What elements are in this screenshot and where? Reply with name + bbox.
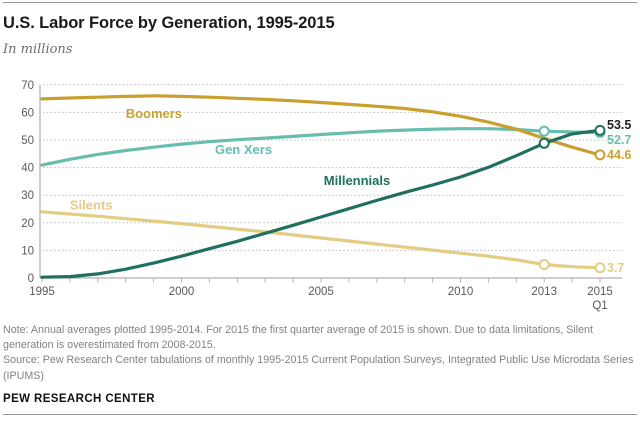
line-chart: 0 10 20 30 40 50 60 70 1995 2000 2005 2010 2013 2015 Q… bbox=[0, 69, 640, 317]
data-point-marker bbox=[538, 137, 550, 149]
end-value-label: 52.7 bbox=[607, 133, 631, 147]
x-tick-label: 2010 bbox=[448, 286, 474, 298]
series-line-boomers bbox=[40, 94, 602, 157]
chart-svg: 0 10 20 30 40 50 60 70 1995 2000 2005 2010 2013 2015 Q… bbox=[21, 80, 631, 312]
y-tick-label: 30 bbox=[21, 190, 34, 202]
chart-notes: Note: Annual averages plotted 1995-2014.… bbox=[3, 323, 639, 384]
y-tick-label: 70 bbox=[21, 80, 34, 92]
data-point-marker bbox=[594, 124, 606, 136]
data-point-marker bbox=[538, 258, 550, 270]
series-label-gen-xers: Gen Xers bbox=[215, 142, 272, 157]
x-tick-sublabel: Q1 bbox=[592, 300, 607, 312]
chart-note: Note: Annual averages plotted 1995-2014.… bbox=[3, 324, 593, 352]
end-value-label: 53.5 bbox=[607, 118, 631, 132]
y-tick-label: 20 bbox=[21, 218, 34, 230]
series-label-silents: Silents bbox=[70, 198, 113, 213]
x-tick-label: 2015 bbox=[587, 286, 613, 298]
bottom-rule bbox=[3, 413, 637, 415]
series-label-millennials: Millennials bbox=[324, 173, 390, 188]
data-point-marker bbox=[594, 262, 606, 274]
data-point-marker bbox=[538, 125, 550, 137]
y-tick-label: 40 bbox=[21, 163, 34, 175]
units-label: In millions bbox=[3, 42, 73, 57]
end-value-label: 44.6 bbox=[607, 148, 631, 162]
y-tick-label: 60 bbox=[21, 107, 34, 119]
data-point-marker bbox=[594, 149, 606, 161]
brand-footer: PEW RESEARCH CENTER bbox=[3, 392, 156, 405]
y-tick-label: 0 bbox=[28, 273, 34, 285]
end-value-label: 3.7 bbox=[607, 261, 624, 275]
series-label-boomers: Boomers bbox=[126, 106, 182, 121]
x-tick-label: 2000 bbox=[169, 286, 195, 298]
top-rule bbox=[3, 2, 637, 3]
series-line-silents bbox=[40, 210, 602, 270]
y-tick-label: 50 bbox=[21, 135, 34, 147]
chart-source: Source: Pew Research Center tabulations … bbox=[3, 354, 634, 382]
page-title: U.S. Labor Force by Generation, 1995-201… bbox=[3, 14, 335, 32]
x-tick-label: 1995 bbox=[29, 286, 55, 298]
x-tick-label: 2013 bbox=[531, 286, 557, 298]
x-tick-label: 2005 bbox=[308, 286, 334, 298]
y-tick-label: 10 bbox=[21, 245, 34, 257]
pew-chart-card: U.S. Labor Force by Generation, 1995-201… bbox=[0, 2, 640, 415]
series-line-millennials bbox=[40, 128, 602, 279]
series-line-gen-xers bbox=[40, 127, 602, 167]
